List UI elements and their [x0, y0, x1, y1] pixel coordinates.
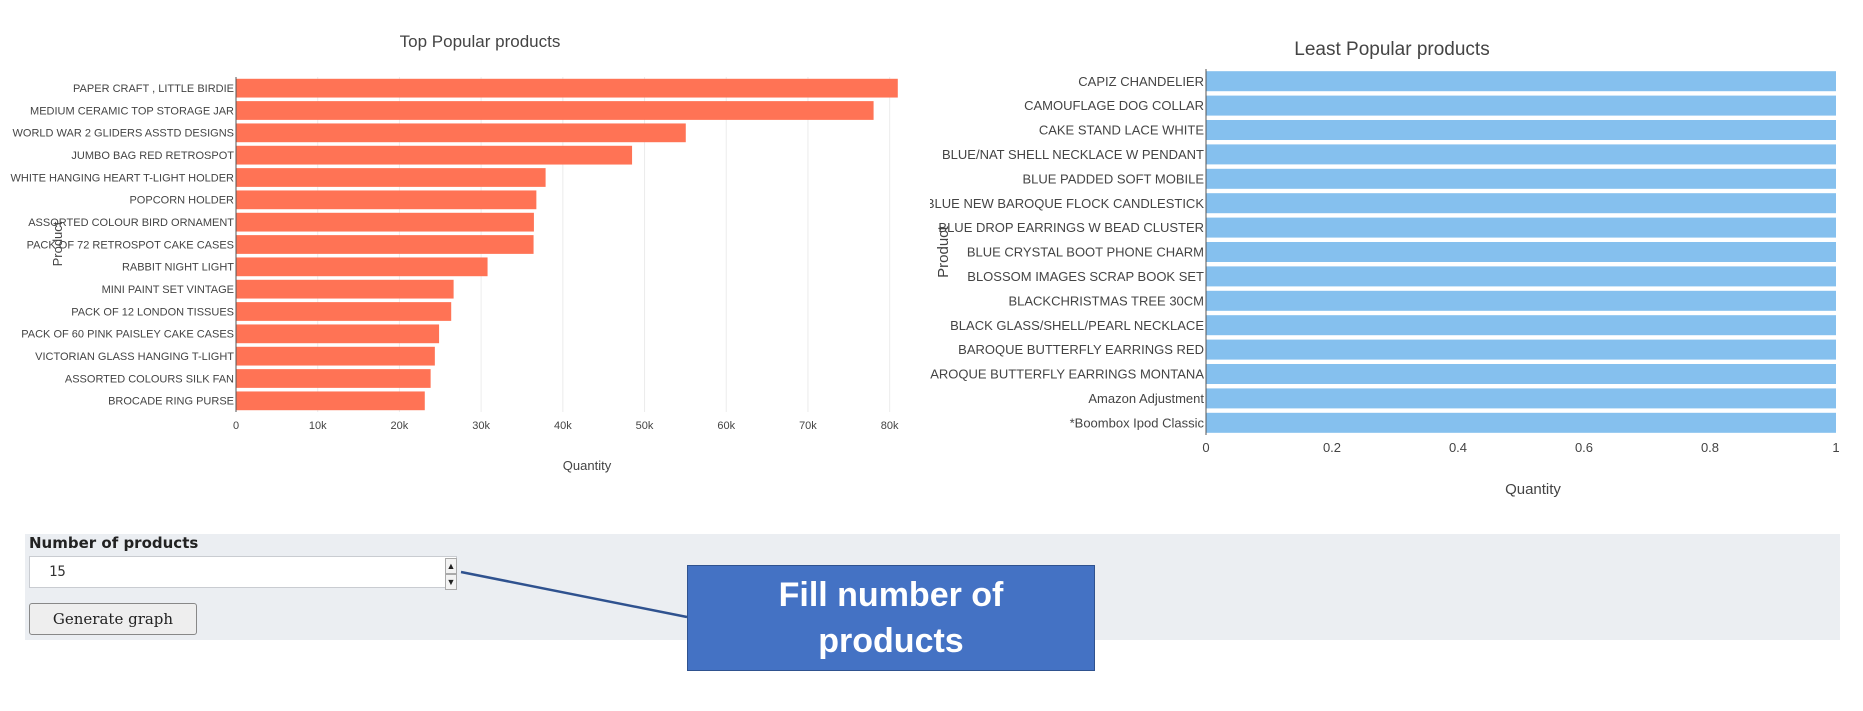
left-category-label: RABBIT NIGHT LIGHT — [122, 262, 234, 274]
right-bar — [1206, 363, 1836, 385]
right-category-label: BAROQUE BUTTERFLY EARRINGS MONTANA — [930, 367, 1204, 382]
left-category-label: BROCADE RING PURSE — [108, 396, 234, 408]
left-bar — [236, 123, 686, 143]
right-title: Least Popular products — [1294, 39, 1489, 60]
left-category-label: VICTORIAN GLASS HANGING T-LIGHT — [35, 351, 234, 363]
left-bar — [236, 324, 440, 344]
right-bar — [1206, 71, 1836, 92]
left-tick-label: 20k — [391, 420, 409, 432]
right-category-label: *Boombox Ipod Classic — [1070, 415, 1205, 430]
left-bar — [236, 302, 452, 321]
right-bar — [1206, 144, 1836, 165]
left-category-label: MEDIUM CERAMIC TOP STORAGE JAR — [30, 105, 234, 117]
left-y-axis-label: Product — [50, 221, 65, 266]
left-category-label: POPCORN HOLDER — [129, 195, 234, 207]
right-category-label: BLUE/NAT SHELL NECKLACE W PENDANT — [942, 147, 1204, 162]
left-category-label: JUMBO BAG RED RETROSPOT — [71, 150, 234, 162]
number-of-products-input[interactable]: 15 — [29, 556, 457, 588]
right-category-label: BLUE CRYSTAL BOOT PHONE CHARM — [967, 245, 1204, 260]
right-tick-label: 0.8 — [1701, 440, 1719, 455]
fill-number-callout: Fill number of products — [687, 565, 1095, 671]
left-bar — [236, 391, 425, 411]
left-tick-label: 30k — [472, 420, 490, 432]
right-category-label: CAKE STAND LACE WHITE — [1039, 123, 1205, 138]
number-stepper[interactable]: ▲ ▼ — [445, 558, 457, 590]
left-bar — [236, 190, 537, 210]
right-tick-label: 0.6 — [1575, 440, 1593, 455]
number-of-products-value: 15 — [49, 564, 66, 580]
left-category-label: PACK OF 12 LONDON TISSUES — [71, 306, 234, 318]
callout-text: Fill number of products — [778, 576, 1004, 660]
left-category-label: PACK OF 60 PINK PAISLEY CAKE CASES — [21, 329, 234, 341]
left-bar — [236, 145, 633, 165]
right-bar — [1206, 315, 1836, 336]
left-bar — [236, 168, 546, 187]
right-x-axis-label: Quantity — [1505, 481, 1561, 498]
right-category-label: BLOSSOM IMAGES SCRAP BOOK SET — [967, 269, 1204, 284]
right-bar — [1206, 339, 1836, 360]
left-category-label: WHITE HANGING HEART T-LIGHT HOLDER — [11, 172, 235, 184]
right-bar — [1206, 193, 1836, 214]
left-tick-label: 60k — [717, 420, 735, 432]
stepper-up-icon[interactable]: ▲ — [445, 558, 457, 574]
left-tick-label: 80k — [881, 420, 899, 432]
right-bar — [1206, 168, 1836, 189]
left-category-label: PACK OF 72 RETROSPOT CAKE CASES — [27, 239, 234, 251]
left-bar — [236, 346, 435, 366]
top-popular-chart: Top Popular products PAPER CRAFT , LITTLE… — [11, 32, 900, 473]
left-x-axis-label: Quantity — [563, 458, 612, 473]
right-tick-label: 0 — [1202, 440, 1209, 455]
right-y-axis-label: Product — [935, 225, 952, 278]
right-bar — [1206, 388, 1836, 409]
right-bar — [1206, 95, 1836, 116]
left-bar — [236, 78, 898, 98]
left-tick-label: 70k — [799, 420, 817, 432]
left-bar — [236, 101, 874, 120]
right-category-label: CAMOUFLAGE DOG COLLAR — [1024, 98, 1204, 113]
right-category-label: Amazon Adjustment — [1088, 391, 1204, 406]
left-tick-label: 0 — [233, 420, 239, 432]
right-bar — [1206, 241, 1836, 263]
left-title: Top Popular products — [400, 32, 561, 51]
right-category-label: BLACK GLASS/SHELL/PEARL NECKLACE — [950, 318, 1204, 333]
right-tick-label: 0.2 — [1323, 440, 1341, 455]
left-bar — [236, 235, 534, 254]
right-bar — [1206, 290, 1836, 311]
right-category-label: BLUE DROP EARRINGS W BEAD CLUSTER — [938, 220, 1204, 235]
left-category-label: MINI PAINT SET VINTAGE — [102, 284, 234, 296]
left-bar — [236, 212, 534, 232]
left-tick-label: 10k — [309, 420, 327, 432]
right-category-label: BLUE NEW BAROQUE FLOCK CANDLESTICK — [930, 196, 1204, 211]
least-popular-chart: Least Popular products CAPIZ CHANDELIER CA… — [930, 39, 1840, 498]
left-category-label: ASSORTED COLOUR BIRD ORNAMENT — [28, 217, 234, 229]
right-category-label: BLUE PADDED SOFT MOBILE — [1022, 171, 1204, 186]
right-bar — [1206, 266, 1836, 287]
right-bar — [1206, 119, 1836, 141]
left-category-label: PAPER CRAFT , LITTLE BIRDIE — [73, 83, 234, 95]
generate-graph-button[interactable]: Generate graph — [29, 603, 197, 635]
right-category-label: BAROQUE BUTTERFLY EARRINGS RED — [958, 342, 1204, 357]
left-tick-label: 50k — [636, 420, 654, 432]
left-bar — [236, 369, 431, 388]
right-bar — [1206, 412, 1836, 433]
left-bar — [236, 279, 454, 299]
left-category-label: ASSORTED COLOURS SILK FAN — [65, 373, 234, 385]
right-category-label: BLACKCHRISTMAS TREE 30CM — [1008, 293, 1204, 308]
number-of-products-label: Number of products — [29, 534, 199, 552]
left-tick-label: 40k — [554, 420, 572, 432]
right-category-label: CAPIZ CHANDELIER — [1078, 74, 1204, 89]
right-tick-label: 1 — [1832, 440, 1839, 455]
left-category-label: WORLD WAR 2 GLIDERS ASSTD DESIGNS — [13, 128, 234, 140]
stepper-down-icon[interactable]: ▼ — [445, 574, 457, 590]
right-bar — [1206, 217, 1836, 238]
left-bar — [236, 257, 488, 277]
right-tick-label: 0.4 — [1449, 440, 1467, 455]
